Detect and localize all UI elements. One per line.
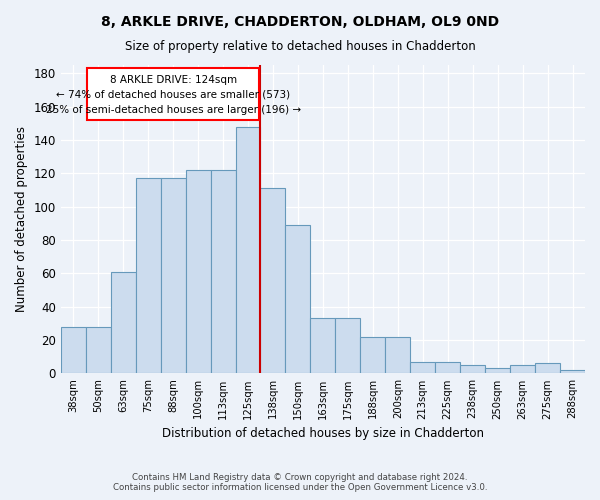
Bar <box>185 170 211 374</box>
Bar <box>310 318 335 374</box>
Bar <box>111 272 136 374</box>
Text: 8 ARKLE DRIVE: 124sqm: 8 ARKLE DRIVE: 124sqm <box>110 75 236 85</box>
Bar <box>410 362 435 374</box>
Bar <box>286 225 310 374</box>
Bar <box>535 364 560 374</box>
Bar <box>86 326 111 374</box>
Bar <box>485 368 510 374</box>
Bar <box>460 365 485 374</box>
Text: 25% of semi-detached houses are larger (196) →: 25% of semi-detached houses are larger (… <box>46 104 301 115</box>
Bar <box>385 337 410 374</box>
Bar <box>335 318 361 374</box>
Bar <box>510 365 535 374</box>
Text: Size of property relative to detached houses in Chadderton: Size of property relative to detached ho… <box>125 40 475 53</box>
Bar <box>435 362 460 374</box>
Text: Contains HM Land Registry data © Crown copyright and database right 2024.
Contai: Contains HM Land Registry data © Crown c… <box>113 473 487 492</box>
FancyBboxPatch shape <box>87 68 259 120</box>
Bar <box>236 126 260 374</box>
Bar <box>211 170 236 374</box>
Text: ← 74% of detached houses are smaller (573): ← 74% of detached houses are smaller (57… <box>56 90 290 100</box>
Y-axis label: Number of detached properties: Number of detached properties <box>15 126 28 312</box>
Bar <box>136 178 161 374</box>
Bar <box>161 178 185 374</box>
Bar <box>260 188 286 374</box>
Bar <box>560 370 585 374</box>
X-axis label: Distribution of detached houses by size in Chadderton: Distribution of detached houses by size … <box>162 427 484 440</box>
Bar <box>61 326 86 374</box>
Text: 8, ARKLE DRIVE, CHADDERTON, OLDHAM, OL9 0ND: 8, ARKLE DRIVE, CHADDERTON, OLDHAM, OL9 … <box>101 15 499 29</box>
Bar <box>361 337 385 374</box>
